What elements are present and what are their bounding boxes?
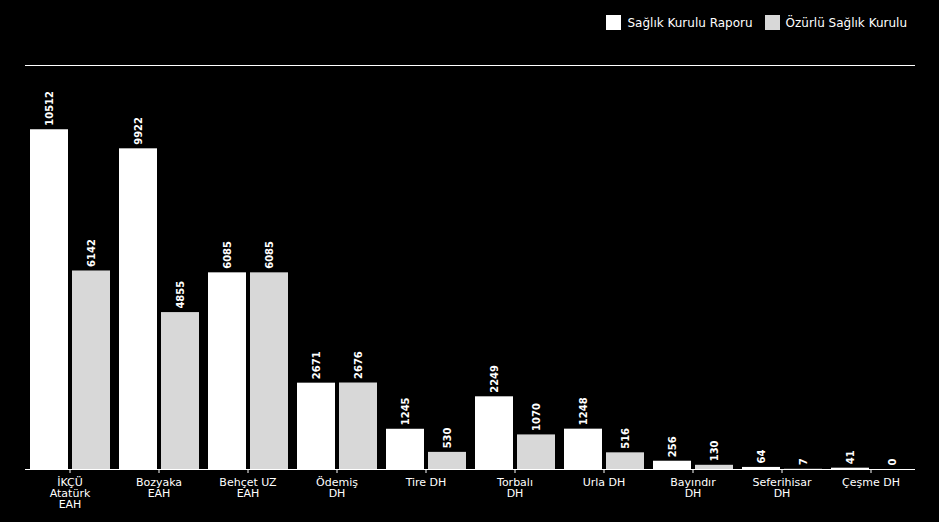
svg-text:64: 64 [756,449,767,463]
svg-text:BozyakaEAH: BozyakaEAH [136,476,182,500]
html-text:Sağlık Kurulu Raporu: Sağlık Kurulu Raporu [627,15,753,30]
svg-text:İKÇÜAtatürkEAH: İKÇÜAtatürkEAH [50,476,91,511]
svg-text:SeferihisarDH: SeferihisarDH [753,476,812,500]
svg-text:Çeşme DH: Çeşme DH [842,476,900,489]
svg-text:256: 256 [667,436,678,457]
svg-text:9922: 9922 [133,117,144,145]
svg-text:1248: 1248 [578,397,589,425]
svg-text:10512: 10512 [44,91,55,126]
svg-text:6085: 6085 [264,241,275,269]
svg-text:130: 130 [709,440,720,461]
svg-text:41: 41 [845,450,856,464]
svg-text:2676: 2676 [353,351,364,379]
svg-text:6142: 6142 [86,239,97,267]
svg-text:Tire DH: Tire DH [405,476,447,489]
svg-text:ÖdemişDH: ÖdemişDH [316,476,358,500]
svg-text:BayındırDH: BayındırDH [670,476,716,500]
svg-text:Behçet UZEAH: Behçet UZEAH [219,476,277,500]
svg-text:1070: 1070 [531,403,542,431]
svg-text:1245: 1245 [400,397,411,425]
svg-text:2249: 2249 [489,365,500,393]
svg-text:0: 0 [887,459,898,466]
svg-text:516: 516 [620,428,631,449]
html-text:Özürlü Sağlık Kurulu: Özürlü Sağlık Kurulu [785,15,907,30]
svg-text:2671: 2671 [311,351,322,379]
svg-text:TorbalıDH: TorbalıDH [496,476,533,500]
svg-text:6085: 6085 [222,241,233,269]
svg-text:530: 530 [442,427,453,448]
svg-text:7: 7 [798,458,809,465]
svg-text:4855: 4855 [175,281,186,309]
svg-text:Urla DH: Urla DH [583,476,626,489]
